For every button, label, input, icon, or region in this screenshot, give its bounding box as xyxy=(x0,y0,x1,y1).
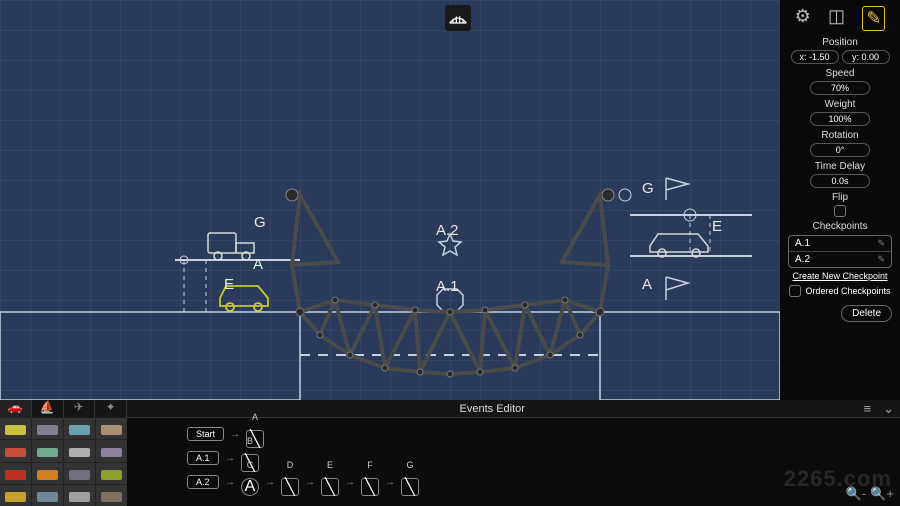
column-label: B xyxy=(244,436,256,446)
event-node[interactable]: ╲ xyxy=(401,478,419,496)
column-label: C xyxy=(244,460,256,470)
watermark: 2265.com xyxy=(784,466,892,492)
collapse-icon[interactable]: ⌄ xyxy=(877,401,900,417)
scene-label-g2: G xyxy=(642,180,654,197)
arrow-icon: → xyxy=(265,477,275,488)
column-label: F xyxy=(364,460,376,470)
vehicle-tabs: 🚗 ⛵ ✈ ✦ xyxy=(0,400,127,418)
design-canvas[interactable]: G A E A.2 A.1 G E A xyxy=(0,0,780,400)
bridge-icon xyxy=(448,11,468,25)
flip-checkbox[interactable] xyxy=(834,205,846,217)
ordered-checkbox[interactable] xyxy=(789,285,801,297)
pencil-icon[interactable]: ✎ xyxy=(877,238,885,249)
position-x-input[interactable]: x: -1.50 xyxy=(791,50,839,64)
vehicle-thumb[interactable] xyxy=(96,463,127,484)
arrow-icon: → xyxy=(230,429,240,440)
timedelay-input[interactable]: 0.0s xyxy=(810,174,870,188)
vehicle-thumb[interactable] xyxy=(0,418,31,439)
checkpoint-item-label: A.1 xyxy=(795,238,810,249)
checkpoints-label: Checkpoints xyxy=(786,221,894,232)
pencil-icon[interactable]: ✎ xyxy=(877,254,885,265)
column-label: A xyxy=(249,412,261,422)
events-title: Events Editor xyxy=(127,403,858,415)
vehicle-palette xyxy=(0,418,127,506)
event-row: Start → A ╲ xyxy=(187,424,840,444)
position-label: Position xyxy=(786,37,894,48)
timedelay-label: Time Delay xyxy=(786,161,894,172)
vehicle-thumb[interactable] xyxy=(32,440,63,461)
gear-icon[interactable]: ⚙ xyxy=(795,6,811,31)
scene-label-g1: G xyxy=(254,214,266,231)
arrow-icon: → xyxy=(305,477,315,488)
column-label: G xyxy=(404,460,416,470)
vehicle-thumb[interactable] xyxy=(64,463,95,484)
vehicle-thumb[interactable] xyxy=(96,418,127,439)
vehicle-thumb[interactable] xyxy=(32,463,63,484)
events-header: Events Editor ≡ ⌄ xyxy=(127,400,900,418)
tab-plane[interactable]: ✈ xyxy=(64,400,96,418)
weight-label: Weight xyxy=(786,99,894,110)
position-y-input[interactable]: y: 0.00 xyxy=(842,50,890,64)
delete-button[interactable]: Delete xyxy=(841,305,892,322)
speed-label: Speed xyxy=(786,68,894,79)
checkpoint-item[interactable]: A.1 ✎ xyxy=(789,236,891,252)
arrow-icon: → xyxy=(225,453,235,464)
vehicle-thumb[interactable] xyxy=(64,485,95,506)
speed-input[interactable]: 70% xyxy=(810,81,870,95)
properties-panel: ⚙ ◫ ✎ Position x: -1.50 y: 0.00 Speed 70… xyxy=(780,0,900,400)
flip-label: Flip xyxy=(786,192,894,203)
checkpoint-list: A.1 ✎ A.2 ✎ xyxy=(788,235,892,268)
event-row: A.2 → CA → D╲ → E╲ → F╲ → G╲ xyxy=(187,472,840,492)
edit-icon[interactable]: ✎ xyxy=(862,6,885,31)
mode-bridge-button[interactable] xyxy=(445,5,471,31)
event-node[interactable]: ╲ xyxy=(361,478,379,496)
tab-boat[interactable]: ⛵ xyxy=(32,400,64,418)
cube-icon[interactable]: ◫ xyxy=(828,6,845,31)
event-chip-a1[interactable]: A.1 xyxy=(187,451,219,465)
scene-label-a3: A xyxy=(642,276,652,293)
rotation-input[interactable]: 0° xyxy=(810,143,870,157)
align-icon[interactable]: ≡ xyxy=(858,401,878,416)
tab-misc[interactable]: ✦ xyxy=(95,400,127,418)
events-body: Start → A ╲ A.1 → B ╲ A.2 → CA → D╲ → E╲… xyxy=(127,418,900,506)
scene-label-e2: E xyxy=(712,218,722,235)
bridge-scene xyxy=(0,0,780,400)
vehicle-thumb[interactable] xyxy=(0,440,31,461)
arrow-icon: → xyxy=(345,477,355,488)
scene-label-a2pt: A.2 xyxy=(436,222,459,239)
event-chip-start[interactable]: Start xyxy=(187,427,224,441)
vehicle-thumb[interactable] xyxy=(32,418,63,439)
vehicle-thumb[interactable] xyxy=(32,485,63,506)
tab-car[interactable]: 🚗 xyxy=(0,400,32,418)
event-node[interactable]: A xyxy=(241,478,259,496)
vehicle-thumb[interactable] xyxy=(0,485,31,506)
vehicle-thumb[interactable] xyxy=(96,485,127,506)
weight-input[interactable]: 100% xyxy=(810,112,870,126)
checkpoint-item[interactable]: A.2 ✎ xyxy=(789,252,891,267)
arrow-icon: → xyxy=(385,477,395,488)
scene-label-e1: E xyxy=(224,276,234,293)
scene-label-a1pt: A.1 xyxy=(436,278,459,295)
vehicle-thumb[interactable] xyxy=(64,418,95,439)
event-node[interactable]: ╲ xyxy=(281,478,299,496)
column-label: D xyxy=(284,460,296,470)
create-checkpoint-link[interactable]: Create New Checkpoint xyxy=(786,271,894,281)
column-label: E xyxy=(324,460,336,470)
event-node[interactable]: ╲ xyxy=(321,478,339,496)
event-chip-a2[interactable]: A.2 xyxy=(187,475,219,489)
vehicle-thumb[interactable] xyxy=(64,440,95,461)
bottom-panel: 🚗 ⛵ ✈ ✦ Events Editor ≡ ⌄ Start → A xyxy=(0,400,900,506)
vehicle-thumb[interactable] xyxy=(96,440,127,461)
vehicle-thumb[interactable] xyxy=(0,463,31,484)
scene-label-a1: A xyxy=(253,256,263,273)
checkpoint-item-label: A.2 xyxy=(795,254,810,265)
arrow-icon: → xyxy=(225,477,235,488)
ordered-label: Ordered Checkpoints xyxy=(805,286,890,296)
rotation-label: Rotation xyxy=(786,130,894,141)
